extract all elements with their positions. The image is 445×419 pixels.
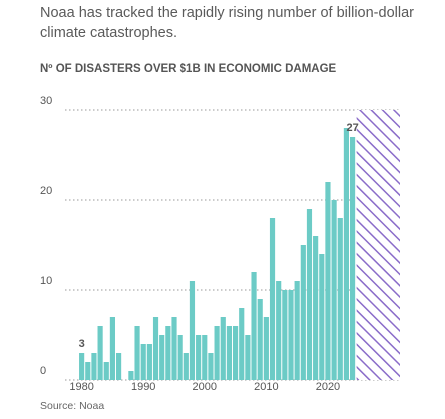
x-tick-label: 2010 [254, 381, 278, 393]
bar [263, 317, 269, 380]
bar [97, 326, 103, 380]
bar [189, 281, 196, 380]
value-label: 27 [346, 122, 358, 134]
bar [177, 335, 183, 380]
y-tick-label: 0 [40, 365, 46, 377]
x-tick-label: 1990 [131, 381, 155, 393]
bar [79, 353, 85, 380]
bar [245, 335, 251, 380]
bar [103, 362, 109, 380]
chart-title: climate catastrophes. [40, 25, 177, 41]
bar [226, 326, 233, 380]
source: Source: Noaa [40, 400, 104, 412]
bar [232, 326, 239, 380]
y-tick-label: 10 [40, 275, 52, 287]
value-label: 3 [79, 338, 85, 350]
bar [294, 281, 300, 380]
bar [165, 326, 171, 380]
bar [208, 353, 214, 380]
bar [337, 218, 343, 380]
bar [325, 182, 331, 380]
bar [349, 137, 356, 380]
bar [214, 326, 220, 380]
bar [128, 371, 134, 380]
x-tick-label: 2000 [193, 381, 217, 393]
bar [269, 218, 276, 380]
bar [134, 326, 140, 380]
bar [171, 317, 177, 380]
bar [239, 308, 245, 380]
bar [202, 335, 208, 380]
bar [257, 299, 263, 380]
bar [91, 353, 97, 380]
bar [282, 290, 288, 380]
bar [343, 128, 350, 380]
x-tick-label: 2020 [316, 381, 340, 393]
bar [196, 335, 202, 380]
bar [220, 317, 226, 380]
bar [159, 335, 165, 380]
bar [300, 245, 306, 380]
bar [288, 290, 294, 380]
hatched-area [356, 110, 400, 380]
y-tick-label: 30 [40, 95, 52, 107]
bar [183, 353, 189, 380]
x-tick-label: 1980 [69, 381, 93, 393]
bar [251, 272, 257, 380]
bar [146, 344, 152, 380]
bar [276, 281, 282, 380]
bar [313, 236, 319, 380]
bar [85, 362, 91, 380]
bar [152, 317, 159, 380]
y-tick-label: 20 [40, 185, 52, 197]
bar [109, 317, 116, 380]
chart-subtitle: Nº OF DISASTERS OVER $1B IN ECONOMIC DAM… [40, 63, 337, 75]
bar [140, 344, 146, 380]
bar [115, 353, 122, 380]
bar [319, 254, 325, 380]
bar [306, 209, 313, 380]
bar [331, 200, 337, 380]
chart-title: Noaa has tracked the rapidly rising numb… [40, 5, 414, 21]
